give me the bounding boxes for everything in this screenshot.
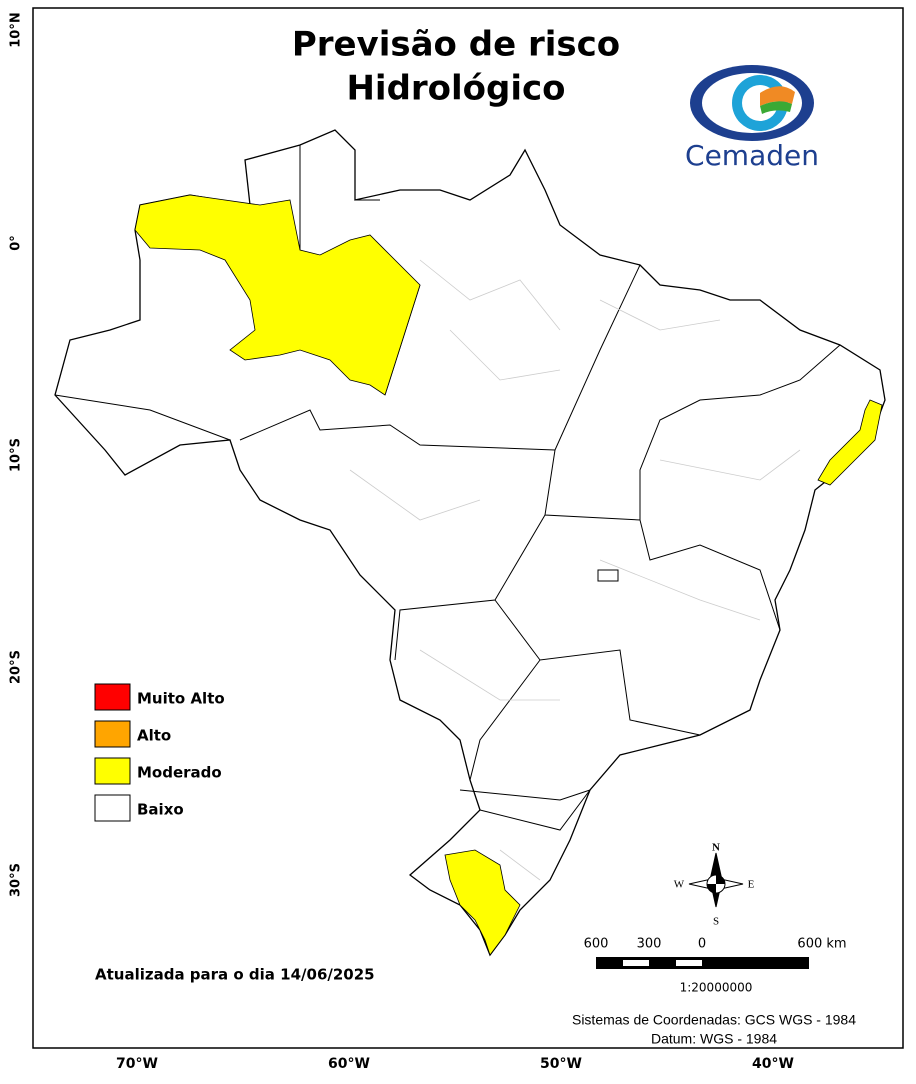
latitude-label: 30°S — [9, 863, 24, 897]
latitude-label: 20°S — [9, 650, 24, 684]
scale-label: 600 km — [797, 937, 846, 952]
moderate-risk-areas — [134, 194, 883, 956]
compass-e: E — [748, 879, 755, 891]
compass-w: W — [674, 879, 685, 891]
coordinate-system: Datum: WGS - 1984 — [651, 1031, 777, 1047]
scale-label: 0 — [698, 937, 706, 952]
legend: Muito Alto Alto Moderado Baixo — [94, 683, 225, 822]
latitude-label: 0° — [9, 235, 24, 251]
logo-text: Cemaden — [685, 139, 819, 172]
compass-n: N — [712, 842, 720, 854]
logo: Cemaden — [685, 65, 819, 172]
legend-swatch — [94, 794, 131, 822]
longitude-label: 60°W — [328, 1056, 370, 1072]
latitude-label: 10°S — [9, 438, 24, 472]
title: Previsão de risco — [292, 25, 620, 65]
compass: N S W E — [674, 842, 755, 928]
update-date: Atualizada para o dia 14/06/2025 — [95, 966, 375, 984]
longitude-label: 70°W — [116, 1056, 158, 1072]
latitude-label: 10°N — [9, 12, 24, 47]
scale-label: 600 — [584, 937, 609, 952]
legend-label: Baixo — [137, 801, 184, 819]
legend-label: Muito Alto — [137, 690, 225, 708]
longitude-label: 50°W — [540, 1056, 582, 1072]
scale-ratio: 1:20000000 — [680, 981, 753, 995]
scale-bar: 600 300 0 600 km 1:20000000 — [584, 937, 847, 995]
title: Hidrológico — [346, 69, 565, 109]
municipal-borders — [349, 259, 801, 881]
legend-label: Moderado — [137, 764, 222, 782]
coordinate-system: Sistemas de Coordenadas: GCS WGS - 1984 — [572, 1012, 856, 1028]
legend-label: Alto — [137, 727, 171, 745]
graticule-labels: 10°N 0° 10°S 20°S 30°S 70°W 60°W 50°W 40°W — [9, 12, 794, 1072]
longitude-label: 40°W — [752, 1056, 794, 1072]
scale-label: 300 — [637, 937, 662, 952]
legend-swatch — [94, 683, 131, 711]
federal-district — [597, 569, 619, 582]
compass-s: S — [713, 916, 719, 928]
legend-swatch — [94, 757, 131, 785]
legend-swatch — [94, 720, 131, 748]
